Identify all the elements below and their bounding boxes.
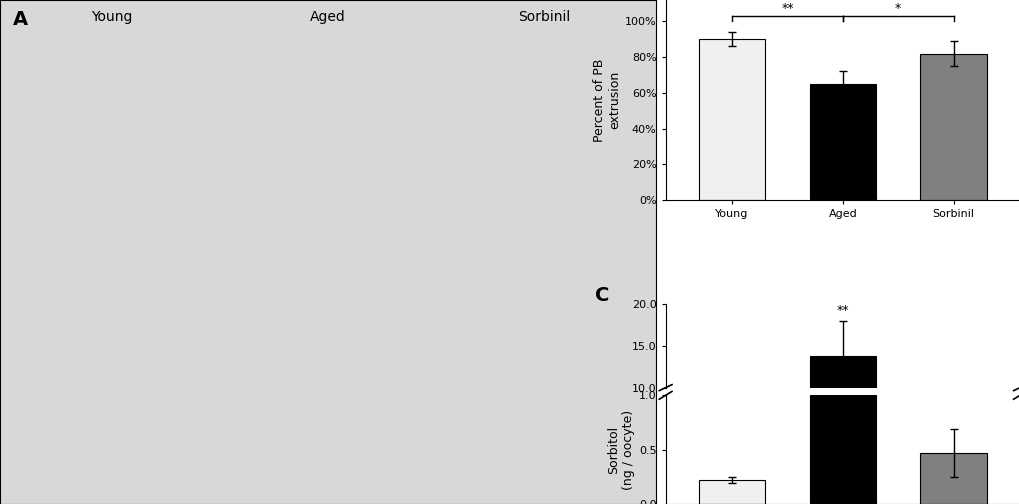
Text: Young: Young bbox=[91, 10, 132, 24]
Text: Aged: Aged bbox=[310, 10, 345, 24]
Bar bbox=[698, 39, 764, 200]
Bar bbox=[698, 480, 764, 504]
Text: **: ** bbox=[836, 304, 848, 318]
Text: **: ** bbox=[781, 2, 793, 15]
Y-axis label: Percent of PB
extrusion: Percent of PB extrusion bbox=[592, 58, 621, 142]
Y-axis label: Sorbitol
(ng / oocyte): Sorbitol (ng / oocyte) bbox=[606, 410, 634, 490]
Text: *: * bbox=[895, 2, 901, 15]
Bar bbox=[919, 453, 985, 504]
Text: C: C bbox=[594, 286, 608, 304]
Bar bbox=[809, 84, 875, 200]
Bar bbox=[919, 53, 985, 200]
Bar bbox=[809, 356, 875, 471]
Text: A: A bbox=[13, 10, 29, 29]
Text: Sorbinil: Sorbinil bbox=[518, 10, 570, 24]
Bar bbox=[809, 395, 875, 504]
